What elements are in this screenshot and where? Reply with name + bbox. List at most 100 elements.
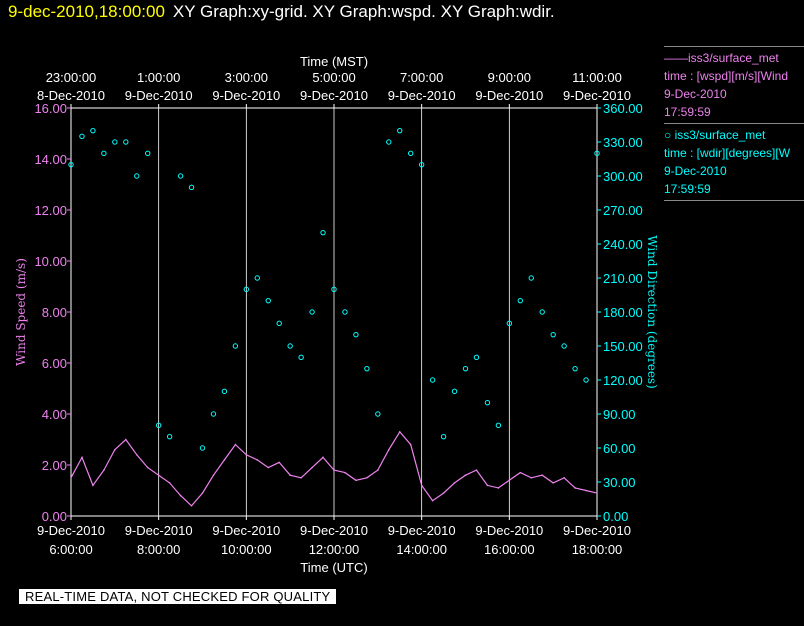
left-tick-label: 10.00 — [34, 254, 67, 269]
wspd-point — [114, 448, 116, 451]
wdir-point — [462, 365, 469, 372]
wdir-point — [287, 343, 293, 349]
wdir-point — [594, 150, 600, 157]
wspd-point — [344, 471, 346, 474]
wspd-point — [377, 469, 379, 471]
wspd-point — [563, 476, 565, 479]
wspd-point — [596, 492, 598, 494]
top-tick-time: 3:00:00 — [225, 70, 268, 85]
wspd-point — [486, 484, 489, 487]
wdir-point — [495, 422, 502, 429]
wdir-point — [331, 286, 337, 293]
wspd-point — [333, 469, 335, 471]
wdir-point — [397, 127, 403, 134]
quality-banner: REAL-TIME DATA, NOT CHECKED FOR QUALITY — [19, 589, 337, 604]
bottom-tick-time: 10:00:00 — [221, 542, 272, 557]
legend-separator — [664, 46, 804, 47]
wdir-point — [309, 309, 315, 315]
wspd-point — [497, 487, 500, 489]
wspd-point — [398, 431, 401, 433]
wspd-point — [300, 476, 302, 479]
grid-lines — [158, 108, 510, 516]
left-tick-label: 8.00 — [42, 305, 67, 320]
bottom-tick-time: 12:00:00 — [309, 542, 360, 557]
right-tick-label: 360.00 — [603, 101, 643, 116]
wspd-point — [146, 466, 149, 469]
top-tick-date: 9-Dec-2010 — [475, 88, 543, 103]
wspd-point — [475, 469, 478, 471]
wdir-point — [155, 422, 162, 429]
bottom-tick-time: 8:00:00 — [137, 542, 180, 557]
top-tick-date: 9-Dec-2010 — [212, 88, 280, 103]
wdir-point — [539, 309, 545, 315]
legend-entry-desc: time : [wdir][degrees][W — [664, 146, 791, 160]
wspd-point — [245, 454, 248, 456]
wspd-point — [81, 456, 83, 459]
right-tick-label: 0.00 — [603, 509, 628, 524]
right-tick-label: 120.00 — [603, 373, 643, 388]
wspd-point — [508, 479, 511, 482]
legend-entry-wspd-title: ——iss3/surface_met — [664, 49, 804, 67]
wdir-point — [342, 309, 348, 315]
wspd-point — [223, 459, 226, 461]
legend-line-symbol: —— — [664, 51, 688, 65]
wspd-point — [256, 459, 259, 461]
wdir-point — [583, 377, 589, 383]
wdir-series — [68, 127, 600, 451]
right-tick-label: 270.00 — [603, 203, 643, 218]
wdir-point — [353, 331, 359, 338]
wdir-point — [473, 354, 480, 361]
wdir-point — [265, 297, 271, 304]
wspd-point — [135, 454, 138, 456]
wdir-point — [210, 411, 217, 417]
wspd-point — [267, 466, 270, 469]
top-tick-time: 23:00:00 — [46, 70, 97, 85]
wdir-point — [134, 173, 140, 179]
title-time: 9-dec-2010,18:00:00 — [8, 2, 165, 21]
legend-entry-time: 17:59:59 — [664, 182, 711, 196]
wdir-point — [550, 331, 556, 338]
wdir-point — [364, 365, 370, 372]
wdir-point — [375, 411, 381, 417]
legend-entry-wdir-title: ○ iss3/surface_met — [664, 126, 804, 144]
wdir-point — [145, 150, 151, 157]
wdir-point — [101, 150, 107, 157]
bottom-tick-date: 9-Dec-2010 — [212, 523, 280, 538]
wspd-point — [530, 476, 533, 479]
wdir-point — [506, 320, 513, 327]
wdir-point — [517, 297, 523, 304]
right-tick-label: 300.00 — [603, 169, 643, 184]
wspd-point — [157, 474, 160, 477]
wdir-point — [320, 229, 326, 236]
wspd-point — [212, 474, 215, 477]
wspd-point — [322, 456, 324, 459]
legend-separator — [664, 123, 804, 124]
top-tick-time: 7:00:00 — [400, 70, 443, 85]
wspd-point — [311, 466, 313, 469]
left-tick-label: 14.00 — [34, 152, 67, 167]
top-tick-date: 8-Dec-2010 — [37, 88, 105, 103]
legend-entry-wdir: ○ iss3/surface_met time : [wdir][degrees… — [664, 126, 804, 198]
right-tick-label: 330.00 — [603, 135, 643, 150]
right-tick-label: 180.00 — [603, 305, 643, 320]
wspd-point — [355, 479, 357, 482]
wdir-point — [79, 133, 85, 140]
axes: 9-Dec-2010 6:00:00 9-Dec-2010 8:00:00 9-Dec-… — [34, 70, 642, 557]
wspd-point — [442, 492, 445, 494]
wdir-point — [166, 433, 173, 440]
wdir-point — [232, 343, 239, 349]
bottom-tick-date: 9-Dec-2010 — [563, 523, 631, 538]
wdir-point — [177, 173, 184, 179]
left-tick-label: 6.00 — [42, 356, 67, 371]
wspd-point — [278, 461, 281, 464]
wdir-point — [484, 399, 491, 406]
top-tick-date: 9-Dec-2010 — [563, 88, 631, 103]
wspd-point — [420, 484, 423, 487]
wspd-series — [70, 430, 598, 507]
legend-entry-date: 9-Dec-2010 — [664, 87, 727, 101]
wspd-point — [289, 474, 291, 477]
bottom-tick-date: 9-Dec-2010 — [37, 523, 105, 538]
top-tick-date: 9-Dec-2010 — [300, 88, 368, 103]
wdir-point — [561, 343, 567, 349]
